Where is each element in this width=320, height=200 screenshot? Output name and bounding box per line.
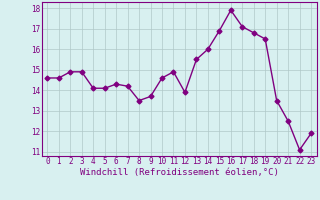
X-axis label: Windchill (Refroidissement éolien,°C): Windchill (Refroidissement éolien,°C)	[80, 168, 279, 177]
